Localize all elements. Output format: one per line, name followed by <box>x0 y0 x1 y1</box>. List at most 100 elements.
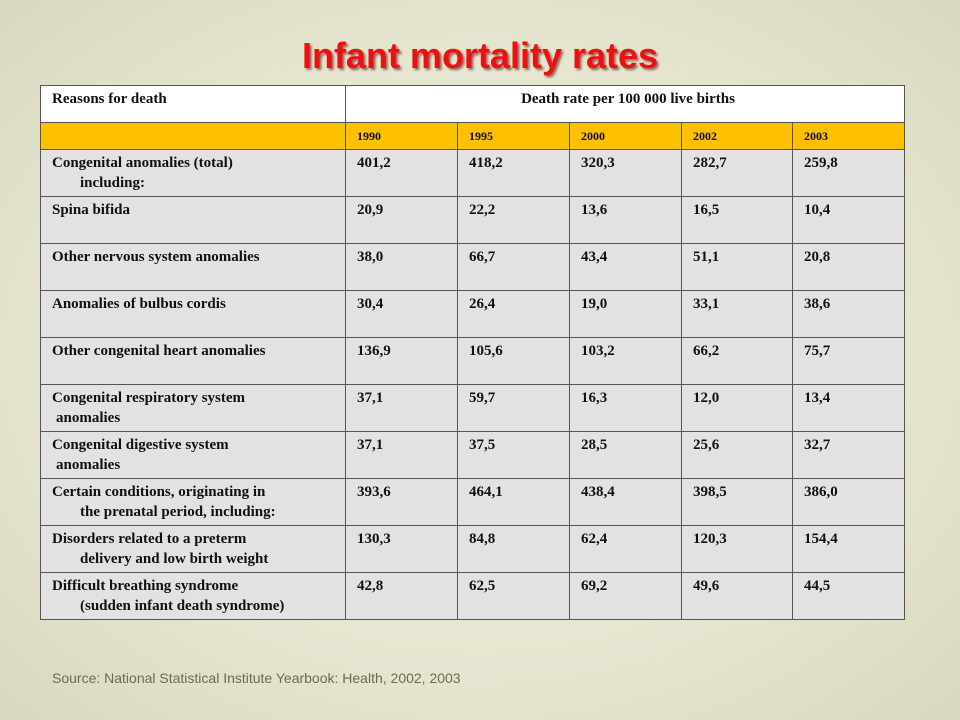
row-label-line2: delivery and low birth weight <box>80 551 269 567</box>
row-value-1995: 37,5 <box>457 431 570 479</box>
row-label: Spina bifida <box>40 196 346 244</box>
row-value-1990: 20,9 <box>345 196 458 244</box>
table-row: Other congenital heart anomalies 136,9 105… <box>40 337 906 385</box>
table-row: Anomalies of bulbus cordis 30,4 26,4 19,0 33… <box>40 290 906 338</box>
row-value-1990: 136,9 <box>345 337 458 385</box>
table-header-row: Reasons for death Death rate per 100 000… <box>40 85 906 123</box>
row-value-2003: 259,8 <box>791 149 906 197</box>
row-value-2003: 38,6 <box>791 290 906 338</box>
row-value-2002: 25,6 <box>681 431 793 479</box>
page-title: Infant mortality rates <box>301 35 659 76</box>
row-value-2000: 19,0 <box>569 290 682 338</box>
table-row: Spina bifida 20,9 22,2 13,6 16,5 10,4 <box>40 196 906 244</box>
row-value-2003: 10,4 <box>791 196 906 244</box>
row-value-2002: 120,3 <box>681 525 793 573</box>
row-label: Anomalies of bulbus cordis <box>40 290 346 338</box>
table-row: Other nervous system anomalies 38,0 66,7 43… <box>40 243 906 291</box>
row-value-2000: 28,5 <box>569 431 682 479</box>
row-value-2002: 49,6 <box>681 572 793 620</box>
table-row: Disorders related to a preterm delivery a… <box>40 525 906 573</box>
row-label: Certain conditions, originating in the pr… <box>40 478 346 526</box>
row-value-2002: 16,5 <box>681 196 793 244</box>
row-label: Difficult breathing syndrome (sudden infa… <box>40 572 346 620</box>
row-value-2002: 66,2 <box>681 337 793 385</box>
row-value-2000: 320,3 <box>569 149 682 197</box>
row-value-1995: 464,1 <box>457 478 570 526</box>
table-row: Congenital digestive system anomalies 37,1… <box>40 431 906 479</box>
row-value-2003: 13,4 <box>791 384 906 432</box>
row-label-line2: the prenatal period, including: <box>80 504 276 520</box>
row-value-1990: 130,3 <box>345 525 458 573</box>
row-value-2002: 282,7 <box>681 149 793 197</box>
row-label-line1: Congenital respiratory system <box>52 390 246 406</box>
row-value-1990: 37,1 <box>345 384 458 432</box>
table-row: Difficult breathing syndrome (sudden infa… <box>40 572 906 620</box>
row-label: Other nervous system anomalies <box>40 243 346 291</box>
year-1990: 1990 <box>345 122 458 150</box>
row-value-1995: 105,6 <box>457 337 570 385</box>
row-label-line1: Certain conditions, originating in <box>52 484 266 500</box>
year-2000: 2000 <box>569 122 682 150</box>
row-label: Disorders related to a preterm delivery a… <box>40 525 346 573</box>
row-label-line1: Difficult breathing syndrome <box>52 578 239 594</box>
row-value-1995: 84,8 <box>457 525 570 573</box>
header-reasons: Reasons for death <box>40 85 346 123</box>
row-label: Congenital anomalies (total) including: <box>40 149 346 197</box>
row-label-line1: Other congenital heart anomalies <box>52 343 266 359</box>
year-1995: 1995 <box>457 122 570 150</box>
year-row: 1990 1995 2000 2002 2003 <box>40 122 906 150</box>
row-value-1995: 66,7 <box>457 243 570 291</box>
row-value-2003: 386,0 <box>791 478 906 526</box>
row-value-1990: 38,0 <box>345 243 458 291</box>
row-value-1990: 30,4 <box>345 290 458 338</box>
row-label: Other congenital heart anomalies <box>40 337 346 385</box>
row-value-2003: 75,7 <box>791 337 906 385</box>
row-value-1990: 42,8 <box>345 572 458 620</box>
year-2002: 2002 <box>681 122 793 150</box>
row-value-2000: 103,2 <box>569 337 682 385</box>
row-label-line1: Congenital anomalies (total) <box>52 155 233 171</box>
row-value-2003: 32,7 <box>791 431 906 479</box>
row-value-2000: 62,4 <box>569 525 682 573</box>
row-value-2000: 16,3 <box>569 384 682 432</box>
row-label-line2: including: <box>80 175 146 191</box>
row-label-line1: Disorders related to a preterm <box>52 531 247 547</box>
row-label-line1: Spina bifida <box>52 202 130 218</box>
mortality-table: Reasons for death Death rate per 100 000… <box>40 85 906 620</box>
row-value-1995: 59,7 <box>457 384 570 432</box>
table-row: Congenital anomalies (total) including: 40… <box>40 149 906 197</box>
row-value-2003: 20,8 <box>791 243 906 291</box>
row-value-2002: 398,5 <box>681 478 793 526</box>
year-2003: 2003 <box>791 122 906 150</box>
row-value-2002: 33,1 <box>681 290 793 338</box>
row-label-line2: anomalies <box>56 457 121 473</box>
row-value-2003: 154,4 <box>791 525 906 573</box>
row-value-2002: 12,0 <box>681 384 793 432</box>
row-label-line1: Anomalies of bulbus cordis <box>52 296 226 312</box>
header-death-rate: Death rate per 100 000 live births <box>344 85 906 123</box>
row-label-line1: Other nervous system anomalies <box>52 249 260 265</box>
row-value-1995: 22,2 <box>457 196 570 244</box>
row-label: Congenital respiratory system anomalies <box>40 384 346 432</box>
row-value-1995: 418,2 <box>457 149 570 197</box>
year-row-blank <box>40 122 346 150</box>
row-value-1995: 26,4 <box>457 290 570 338</box>
row-value-1990: 393,6 <box>345 478 458 526</box>
table-body: Congenital anomalies (total) including: 40… <box>40 149 906 620</box>
row-value-2000: 43,4 <box>569 243 682 291</box>
row-value-2003: 44,5 <box>791 572 906 620</box>
row-value-1990: 401,2 <box>345 149 458 197</box>
row-value-2000: 13,6 <box>569 196 682 244</box>
row-label: Congenital digestive system anomalies <box>40 431 346 479</box>
row-label-line2: (sudden infant death syndrome) <box>80 598 285 614</box>
row-label-line1: Congenital digestive system <box>52 437 229 453</box>
table-row: Congenital respiratory system anomalies 37… <box>40 384 906 432</box>
table-row: Certain conditions, originating in the pr… <box>40 478 906 526</box>
row-value-1995: 62,5 <box>457 572 570 620</box>
row-label-line2: anomalies <box>56 410 121 426</box>
row-value-2002: 51,1 <box>681 243 793 291</box>
row-value-2000: 438,4 <box>569 478 682 526</box>
source-note: Source: National Statistical Institute Y… <box>52 670 461 686</box>
row-value-2000: 69,2 <box>569 572 682 620</box>
row-value-1990: 37,1 <box>345 431 458 479</box>
